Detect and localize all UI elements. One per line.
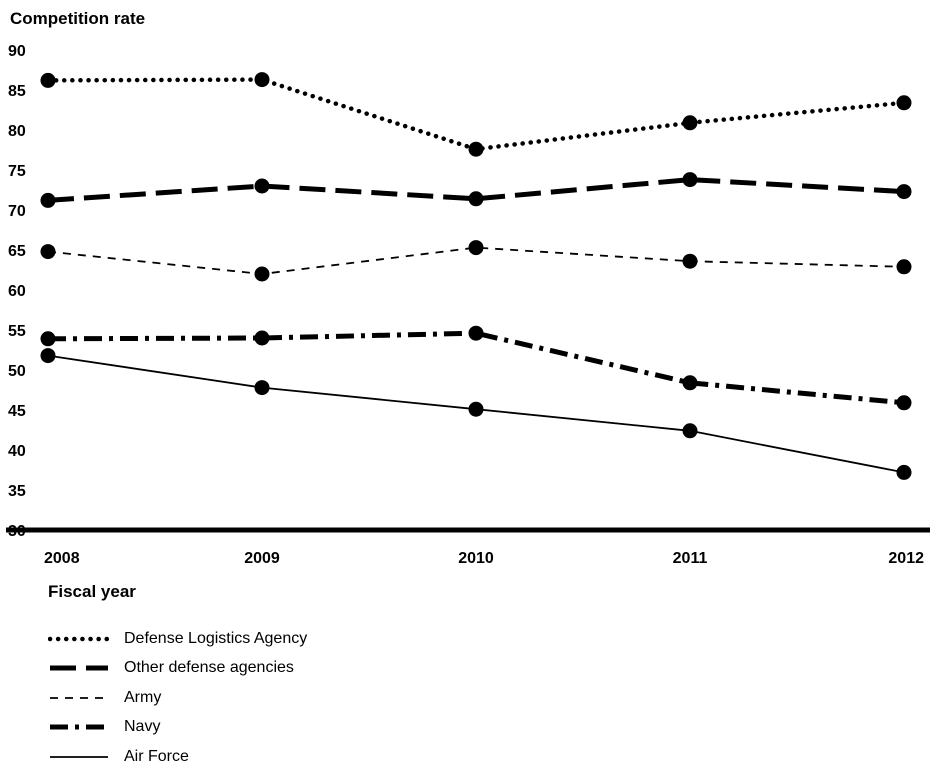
legend-label: Army [124, 688, 162, 706]
data-point [682, 253, 698, 269]
data-point [254, 72, 270, 88]
legend: Defense Logistics Agency Other defense ag… [48, 624, 307, 772]
series-line [45, 77, 907, 152]
y-tick-label: 35 [8, 483, 26, 500]
y-tick-label: 65 [8, 243, 26, 260]
legend-swatch [48, 636, 110, 641]
x-tick-label: 2008 [44, 550, 80, 567]
legend-item: Navy [48, 713, 307, 743]
x-axis-label: Fiscal year [48, 582, 136, 601]
data-point [682, 115, 698, 131]
x-tick-label: 2009 [244, 550, 280, 567]
axes: 3035404550556065707580859020082009201020… [6, 43, 930, 567]
data-point [896, 95, 912, 111]
y-tick-label: 85 [8, 83, 26, 100]
legend-item: Other defense agencies [48, 654, 307, 684]
data-point [40, 348, 56, 364]
data-point [468, 191, 484, 207]
data-point [682, 423, 698, 439]
y-tick-label: 60 [8, 283, 26, 300]
data-point [468, 141, 484, 157]
data-point [40, 192, 56, 208]
y-tick-label: 75 [8, 163, 26, 180]
series-group [40, 72, 912, 480]
x-tick-label: 2012 [888, 550, 924, 567]
legend-label: Defense Logistics Agency [124, 629, 308, 647]
legend-item: Army [48, 683, 307, 713]
y-tick-label: 45 [8, 403, 26, 420]
data-point [40, 331, 56, 347]
y-tick-label: 40 [8, 443, 26, 460]
y-tick-label: 55 [8, 323, 26, 340]
series-line [47, 330, 905, 406]
legend-label: Navy [124, 718, 161, 736]
data-point [254, 266, 270, 282]
legend-item: Air Force [48, 742, 307, 772]
y-tick-label: 50 [8, 363, 26, 380]
data-point [254, 380, 270, 396]
data-point [254, 330, 270, 346]
data-point [468, 240, 484, 256]
data-point [40, 72, 56, 88]
data-point [896, 259, 912, 275]
y-tick-label: 80 [8, 123, 26, 140]
data-point [896, 464, 912, 480]
data-point [682, 172, 698, 188]
data-point [896, 184, 912, 200]
y-tick-label: 70 [8, 203, 26, 220]
legend-label: Air Force [124, 747, 189, 765]
y-tick-label: 90 [8, 43, 26, 60]
data-point [40, 244, 56, 260]
x-tick-label: 2010 [458, 550, 494, 567]
data-point [254, 178, 270, 194]
legend-swatch [50, 755, 108, 758]
line-chart: Competition rate Fiscal year 30354045505… [6, 9, 930, 601]
legend-swatch [50, 665, 108, 671]
data-point [468, 325, 484, 341]
data-point [468, 401, 484, 417]
legend-swatch [50, 696, 108, 699]
data-point [896, 395, 912, 411]
x-tick-label: 2011 [673, 550, 708, 567]
legend-label: Other defense agencies [124, 659, 294, 677]
y-axis-label: Competition rate [10, 9, 145, 28]
legend-swatch [50, 724, 108, 730]
legend-item: Defense Logistics Agency [48, 624, 307, 654]
data-point [682, 375, 698, 391]
